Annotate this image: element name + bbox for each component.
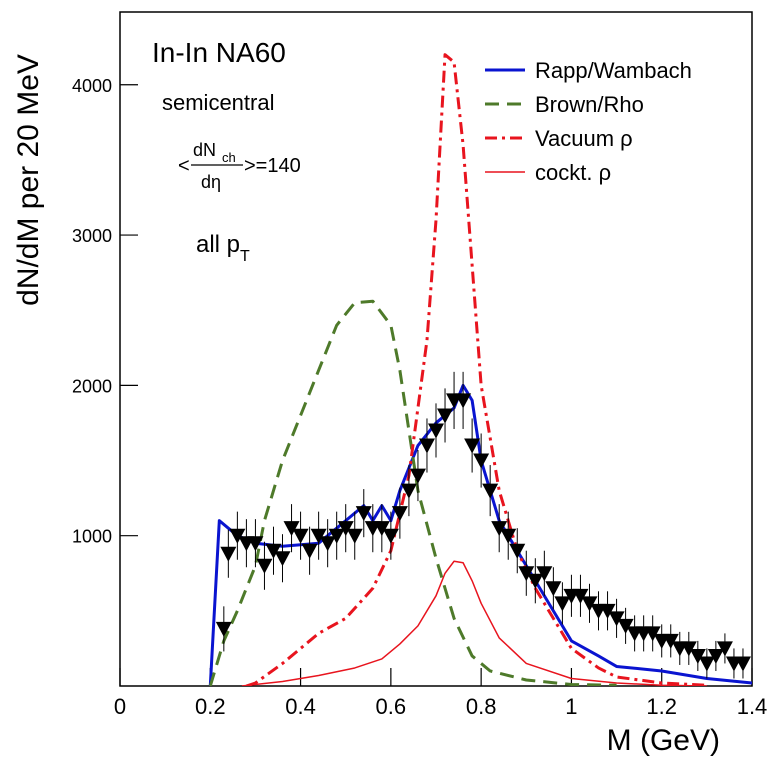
data-point	[229, 528, 246, 544]
data-point	[734, 656, 751, 672]
data-point	[337, 521, 354, 537]
x-tick-label: 0.4	[285, 694, 316, 719]
plot-frame	[119, 11, 753, 687]
data-point	[292, 528, 309, 544]
x-tick-label: 1	[565, 694, 577, 719]
legend-label: Brown/Rho	[535, 92, 644, 117]
data-point	[301, 543, 318, 559]
data-point	[527, 573, 544, 589]
legend-label: Vacuum ρ	[535, 126, 633, 151]
data-point	[256, 558, 273, 574]
data-point	[644, 626, 661, 642]
x-axis-label: M (GeV)	[607, 724, 720, 757]
data-point	[400, 483, 417, 499]
annotation-centrality: semicentral	[162, 90, 274, 115]
multiplicity-suffix: >=140	[244, 155, 301, 177]
pt-subscript: T	[240, 248, 250, 265]
annotation-pt: all pT	[196, 231, 250, 265]
data-point	[536, 566, 553, 582]
annotation-system: In-In NA60	[152, 37, 286, 68]
y-tick-label: 2000	[72, 376, 112, 396]
multiplicity-denominator: dη	[201, 172, 221, 192]
data-point	[518, 566, 535, 582]
data-point	[328, 528, 345, 544]
data-point	[428, 423, 444, 439]
x-tick-label: 1.2	[646, 694, 677, 719]
data-point	[283, 521, 300, 537]
data-point	[274, 551, 291, 567]
data-point	[346, 528, 363, 544]
y-tick-label: 1000	[72, 527, 112, 547]
x-tick-label: 0.8	[466, 694, 497, 719]
data-point	[698, 656, 715, 672]
data-point	[707, 648, 724, 664]
multiplicity-prefix: <	[178, 155, 190, 177]
data-point	[689, 648, 706, 664]
data-point	[247, 536, 264, 552]
data-point	[662, 633, 679, 649]
data-point	[500, 528, 517, 544]
data-point	[680, 641, 697, 657]
data-point	[473, 453, 490, 469]
data-point	[455, 393, 472, 409]
data-point	[215, 621, 232, 637]
data-point	[554, 596, 571, 612]
data-point	[716, 641, 733, 657]
data-point	[572, 588, 589, 604]
x-tick-label: 0.2	[195, 694, 226, 719]
multiplicity-numerator: dN	[193, 140, 216, 160]
data-point	[382, 528, 399, 544]
data-point	[391, 506, 408, 522]
data-point	[482, 483, 499, 499]
data-point	[355, 506, 372, 522]
legend-label: cockt. ρ	[535, 160, 611, 185]
data-point	[509, 543, 526, 559]
data-point	[265, 543, 282, 559]
x-tick-label: 0.6	[376, 694, 407, 719]
y-tick-label: 4000	[72, 76, 112, 96]
data-point	[220, 546, 237, 562]
y-axis-label: dN/dM per 20 MeV	[12, 54, 45, 306]
data-point	[617, 618, 634, 634]
series-line	[241, 560, 707, 686]
data-point	[409, 468, 426, 484]
data-point	[373, 521, 390, 537]
data-point	[545, 581, 562, 597]
pt-text: all p	[196, 231, 240, 258]
series-line	[208, 299, 617, 686]
y-tick-label: 3000	[72, 226, 112, 246]
data-point	[581, 596, 598, 612]
annotation-multiplicity: < dN ch dη >=140	[178, 140, 301, 192]
legend-label: Rapp/Wambach	[535, 58, 692, 83]
data-point	[437, 408, 454, 424]
x-tick-label: 1.4	[737, 694, 768, 719]
data-point	[310, 528, 327, 544]
data-point	[418, 438, 435, 454]
data-point	[608, 611, 625, 627]
data-point	[491, 521, 508, 537]
x-tick-label: 0	[114, 694, 126, 719]
data-point	[599, 603, 616, 619]
data-point	[464, 438, 481, 454]
multiplicity-subscript: ch	[222, 150, 236, 165]
data-point	[319, 536, 336, 552]
